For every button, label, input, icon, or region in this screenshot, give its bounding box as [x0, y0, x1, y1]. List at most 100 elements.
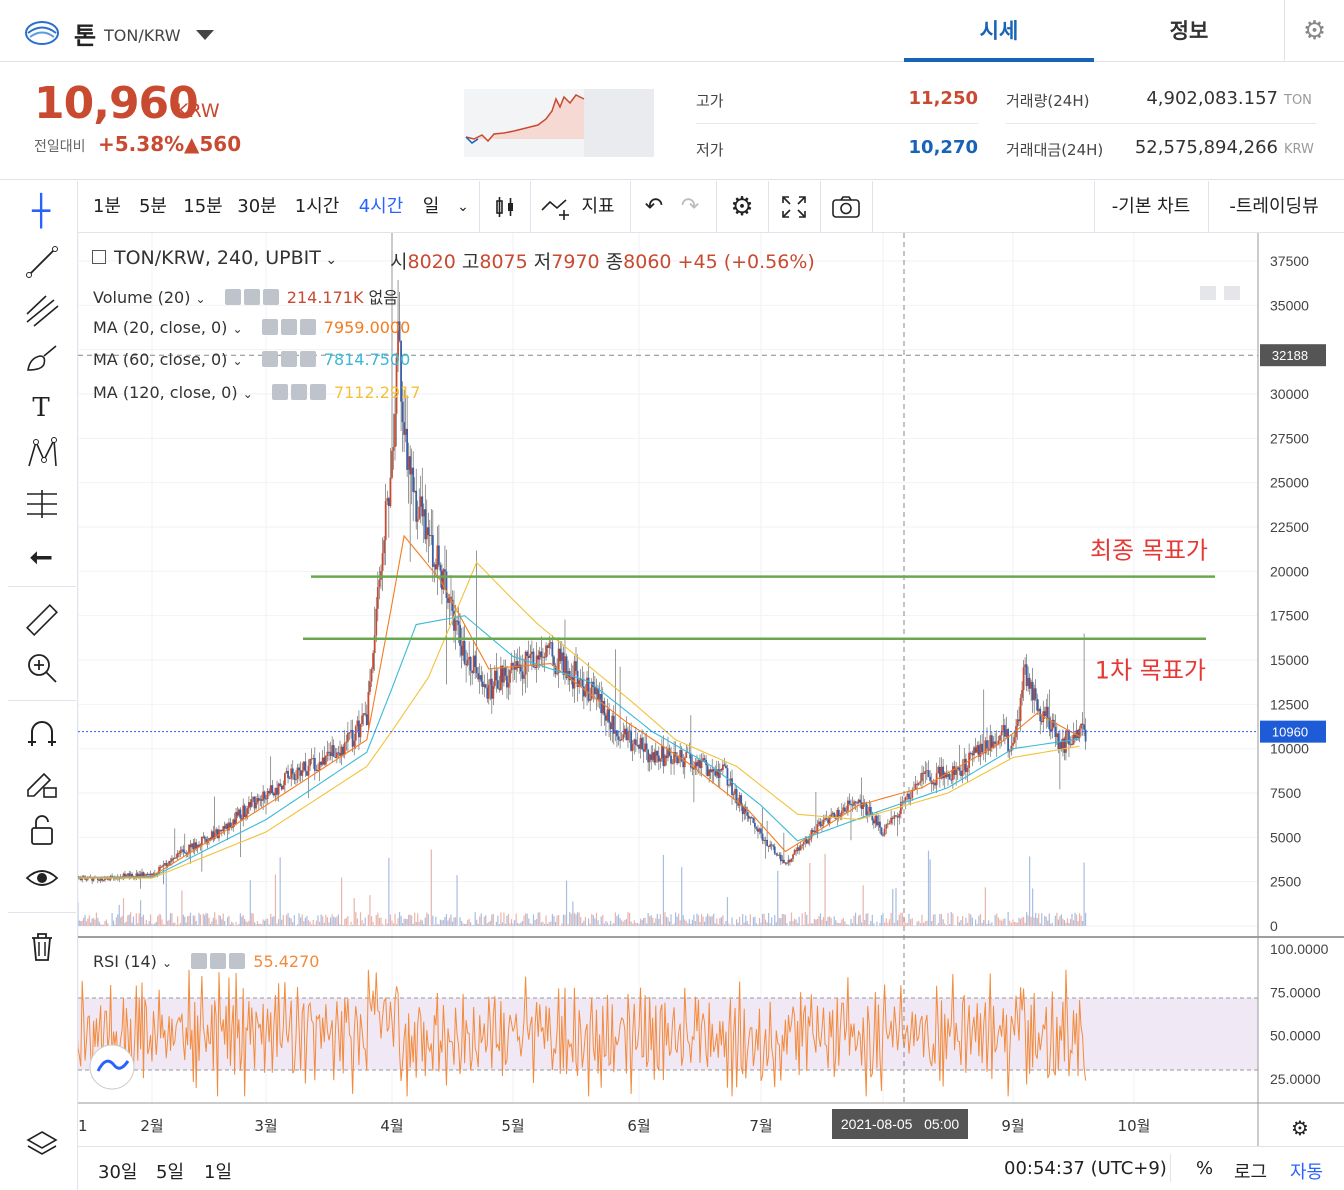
basic-chart-button[interactable]: -기본 차트 [1111, 196, 1191, 217]
chevron-down-icon[interactable]: ⌄ [320, 252, 338, 268]
layers-icon[interactable] [24, 1126, 60, 1162]
scroll-down-icon[interactable] [1224, 286, 1240, 300]
tab-price[interactable]: 시세 [904, 0, 1094, 62]
interval-4h[interactable]: 4시간 [358, 196, 404, 217]
settings-icon[interactable] [210, 953, 227, 969]
chevron-down-icon[interactable]: ⌄ [232, 322, 243, 336]
chevron-down-icon[interactable]: ⌄ [195, 292, 206, 306]
range-30d[interactable]: 30일 [98, 1162, 138, 1183]
unlock-icon[interactable] [24, 812, 60, 848]
collapse-icon[interactable] [92, 250, 106, 264]
close-icon[interactable] [299, 351, 316, 367]
settings-icon[interactable] [290, 384, 307, 400]
settings-icon[interactable] [280, 319, 297, 335]
candle-body [365, 714, 368, 726]
text-tool-icon[interactable]: T [32, 393, 50, 423]
interval-5m[interactable]: 5분 [138, 196, 167, 217]
measure-lines-icon[interactable] [24, 486, 60, 522]
axis-settings-icon[interactable]: ⚙ [1291, 1116, 1309, 1140]
tab-info[interactable]: 정보 [1169, 19, 1209, 43]
close-icon[interactable] [309, 384, 326, 400]
candle-body [990, 735, 993, 749]
close-icon[interactable] [299, 319, 316, 335]
candle-body [181, 849, 183, 851]
trash-icon[interactable] [24, 928, 60, 964]
undo-icon[interactable]: ↶ [644, 194, 664, 219]
eye-icon[interactable] [261, 319, 278, 335]
indicator-icon[interactable] [540, 194, 574, 220]
candle-body [307, 765, 310, 776]
log-toggle[interactable]: 로그 [1234, 1162, 1268, 1183]
eye-icon[interactable] [191, 953, 208, 969]
camera-icon[interactable] [830, 194, 862, 220]
scroll-up-icon[interactable] [1200, 286, 1216, 300]
candle-body [712, 769, 715, 772]
close-icon[interactable] [262, 289, 279, 305]
chevron-down-icon[interactable] [196, 30, 214, 40]
x-tick-label: 9월 [1001, 1117, 1024, 1135]
settings-icon[interactable]: ⚙ [730, 192, 754, 222]
zoom-in-icon[interactable] [24, 650, 60, 686]
eye-icon[interactable] [224, 289, 241, 305]
chevron-down-icon[interactable]: ⌄ [242, 387, 253, 401]
crosshair-icon[interactable]: ┼ [31, 194, 51, 229]
ma120-label[interactable]: MA (120, close, 0) [93, 383, 238, 402]
y-tick-label: 12500 [1270, 696, 1309, 712]
settings-icon[interactable] [280, 351, 297, 367]
eye-icon[interactable] [261, 351, 278, 367]
range-1d[interactable]: 1일 [204, 1162, 233, 1183]
volume-label[interactable]: Volume (20) [93, 288, 191, 307]
symbol-title[interactable]: TON/KRW, 240, UPBIT [114, 247, 321, 269]
chevron-down-icon[interactable]: ⌄ [162, 956, 173, 970]
candle-body [620, 739, 623, 741]
chevron-down-icon[interactable]: ⌄ [457, 199, 469, 215]
redo-icon[interactable]: ↷ [680, 194, 700, 219]
volume-bar [102, 924, 105, 926]
fullscreen-icon[interactable] [780, 194, 808, 220]
trendline-icon[interactable] [24, 244, 60, 280]
range-5d[interactable]: 5일 [156, 1162, 185, 1183]
y-tick-label: 30000 [1270, 386, 1309, 402]
arrow-left-icon[interactable]: ⭠ [29, 539, 53, 572]
candle-body [1018, 719, 1020, 722]
candle-body [862, 802, 865, 809]
chevron-down-icon[interactable]: ⌄ [232, 354, 243, 368]
rsi-label[interactable]: RSI (14) [93, 952, 157, 971]
candlestick-icon[interactable] [492, 194, 518, 220]
volume-bar [265, 918, 267, 926]
volume-bar [719, 918, 721, 926]
close-icon[interactable] [229, 953, 246, 969]
volume-bar [664, 912, 666, 926]
percent-toggle[interactable]: % [1196, 1158, 1214, 1179]
interval-1h[interactable]: 1시간 [294, 196, 340, 217]
chart-toolbar [78, 181, 1344, 233]
volume-bar [693, 914, 695, 926]
volume-bar [847, 924, 849, 926]
interval-1m[interactable]: 1분 [92, 196, 121, 217]
interval-30m[interactable]: 30분 [237, 196, 277, 217]
interval-15m[interactable]: 15분 [183, 196, 223, 217]
indicators-button[interactable]: 지표 [581, 196, 615, 217]
eye-icon[interactable] [24, 860, 60, 896]
auto-toggle[interactable]: 자동 [1290, 1162, 1324, 1183]
ruler-icon[interactable] [24, 602, 60, 638]
brush-icon[interactable] [24, 340, 60, 376]
lock-drawing-icon[interactable] [24, 764, 60, 800]
gear-icon[interactable]: ⚙ [1284, 0, 1344, 62]
x-tick-label: 11 [78, 1117, 88, 1135]
volume-extra: 없음 [368, 288, 398, 307]
tradingview-button[interactable]: -트레이딩뷰 [1229, 196, 1319, 217]
magnet-icon[interactable] [24, 716, 60, 752]
eye-icon[interactable] [271, 384, 288, 400]
chart-logo-button[interactable] [89, 1044, 135, 1090]
ma20-label[interactable]: MA (20, close, 0) [93, 318, 228, 337]
price-chart[interactable]: 0 2500 5000 7500 10000 12500 15000 17500 20000 22… [78, 233, 1344, 1146]
pitchfork-icon[interactable] [24, 292, 60, 328]
coin-pair[interactable]: TON/KRW [104, 26, 181, 45]
candle-body [750, 817, 753, 819]
pattern-icon[interactable] [24, 436, 60, 472]
ma60-label[interactable]: MA (60, close, 0) [93, 350, 228, 369]
settings-icon[interactable] [243, 289, 260, 305]
volume-bar [369, 895, 371, 926]
interval-day[interactable]: 일 [422, 196, 440, 217]
